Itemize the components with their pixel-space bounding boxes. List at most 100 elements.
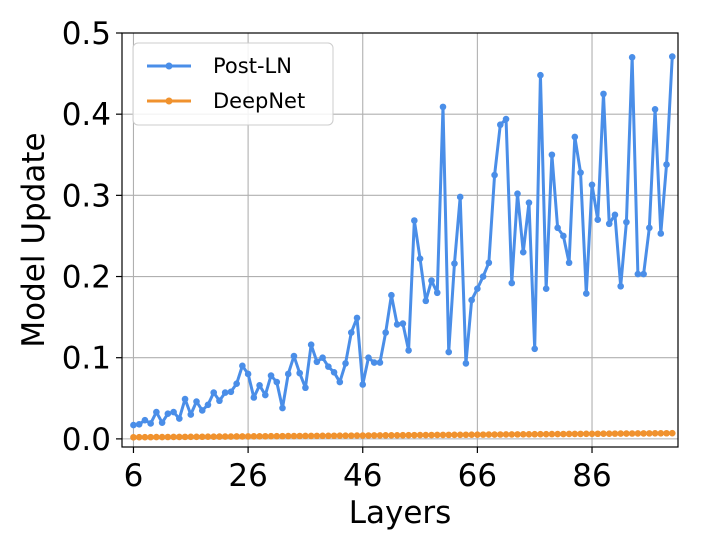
data-point-deepnet	[600, 430, 607, 438]
y-tick-label: 0.4	[62, 97, 111, 133]
data-point-deepnet	[376, 432, 384, 439]
legend-marker-deepnet	[165, 97, 173, 105]
data-point-deepnet	[479, 431, 487, 438]
data-point-post-ln	[353, 314, 361, 322]
data-point-deepnet	[164, 433, 172, 441]
data-point-deepnet	[204, 433, 212, 440]
data-point-post-ln	[588, 181, 596, 189]
data-point-deepnet	[342, 432, 349, 439]
data-point-deepnet	[497, 431, 504, 438]
data-point-post-ln	[302, 384, 309, 392]
data-point-deepnet	[433, 431, 441, 439]
data-point-deepnet	[508, 431, 516, 438]
series-deepnet	[130, 429, 676, 441]
data-point-deepnet	[502, 431, 510, 438]
data-point-deepnet	[399, 431, 407, 439]
data-point-post-ln	[336, 378, 344, 386]
y-axis-title: Model Update	[16, 132, 52, 347]
data-point-post-ln	[313, 358, 321, 366]
data-point-post-ln	[640, 270, 647, 278]
data-point-post-ln	[153, 408, 160, 416]
data-point-post-ln	[548, 151, 556, 159]
data-point-deepnet	[239, 433, 246, 440]
data-point-deepnet	[537, 430, 544, 438]
data-point-post-ln	[416, 255, 424, 262]
data-point-post-ln	[382, 329, 389, 336]
data-point-post-ln	[319, 354, 326, 362]
data-point-post-ln	[542, 285, 550, 293]
data-point-deepnet	[307, 432, 315, 440]
data-point-post-ln	[221, 389, 229, 396]
data-point-deepnet	[319, 432, 326, 440]
data-point-post-ln	[393, 321, 401, 328]
data-point-post-ln	[422, 297, 430, 305]
data-point-deepnet	[548, 430, 556, 438]
data-point-deepnet	[325, 432, 332, 440]
data-point-deepnet	[651, 430, 659, 437]
data-point-deepnet	[347, 432, 355, 439]
data-point-deepnet	[519, 431, 527, 438]
data-point-post-ln	[227, 388, 235, 396]
data-point-deepnet	[193, 433, 200, 441]
x-tick-label: 46	[343, 458, 382, 494]
data-point-post-ln	[428, 277, 435, 284]
data-point-deepnet	[388, 432, 395, 439]
data-point-deepnet	[474, 431, 481, 438]
data-point-post-ln	[164, 410, 172, 418]
data-point-post-ln	[307, 341, 315, 349]
data-point-deepnet	[153, 433, 160, 441]
data-point-post-ln	[325, 363, 332, 370]
data-point-deepnet	[130, 433, 137, 441]
data-point-deepnet	[657, 429, 665, 437]
data-point-deepnet	[428, 431, 435, 439]
data-point-deepnet	[514, 431, 521, 438]
data-point-post-ln	[537, 71, 544, 79]
data-point-post-ln	[623, 218, 630, 226]
data-point-deepnet	[244, 433, 252, 440]
data-point-deepnet	[594, 430, 602, 438]
data-point-deepnet	[279, 432, 286, 440]
data-point-deepnet	[221, 433, 229, 440]
data-point-deepnet	[313, 432, 321, 440]
data-point-post-ln	[411, 217, 418, 224]
data-point-deepnet	[233, 433, 240, 440]
data-point-deepnet	[187, 433, 195, 441]
data-point-post-ln	[233, 380, 240, 387]
data-point-deepnet	[646, 430, 653, 437]
data-point-post-ln	[468, 296, 475, 304]
data-point-post-ln	[462, 360, 470, 367]
data-point-deepnet	[267, 432, 275, 440]
data-point-deepnet	[554, 430, 561, 438]
data-point-post-ln	[261, 391, 269, 399]
data-point-post-ln	[565, 259, 573, 267]
data-point-post-ln	[347, 329, 355, 336]
legend-label-post-ln: Post-LN	[213, 54, 292, 78]
data-point-post-ln	[204, 401, 212, 409]
data-point-deepnet	[663, 429, 670, 437]
data-point-post-ln	[388, 291, 395, 299]
data-point-post-ln	[439, 103, 447, 111]
data-point-deepnet	[158, 433, 166, 441]
data-point-deepnet	[147, 433, 154, 441]
data-point-post-ln	[135, 420, 143, 428]
data-point-post-ln	[365, 354, 372, 362]
legend: Post-LN DeepNet	[132, 42, 334, 126]
x-tick-label: 6	[124, 458, 144, 494]
data-point-post-ln	[514, 190, 521, 198]
y-tick-label: 0.3	[62, 178, 111, 214]
data-point-deepnet	[439, 431, 447, 439]
data-point-post-ln	[342, 360, 349, 367]
data-point-post-ln	[290, 352, 298, 360]
data-point-deepnet	[330, 432, 338, 440]
data-point-deepnet	[577, 430, 584, 438]
data-point-deepnet	[170, 433, 177, 441]
data-point-post-ln	[611, 211, 619, 219]
data-point-post-ln	[634, 270, 642, 278]
data-point-post-ln	[330, 369, 338, 376]
data-point-post-ln	[170, 408, 177, 416]
data-point-deepnet	[411, 431, 418, 439]
data-point-post-ln	[668, 53, 676, 60]
data-point-post-ln	[663, 161, 670, 168]
data-point-post-ln	[651, 106, 659, 113]
